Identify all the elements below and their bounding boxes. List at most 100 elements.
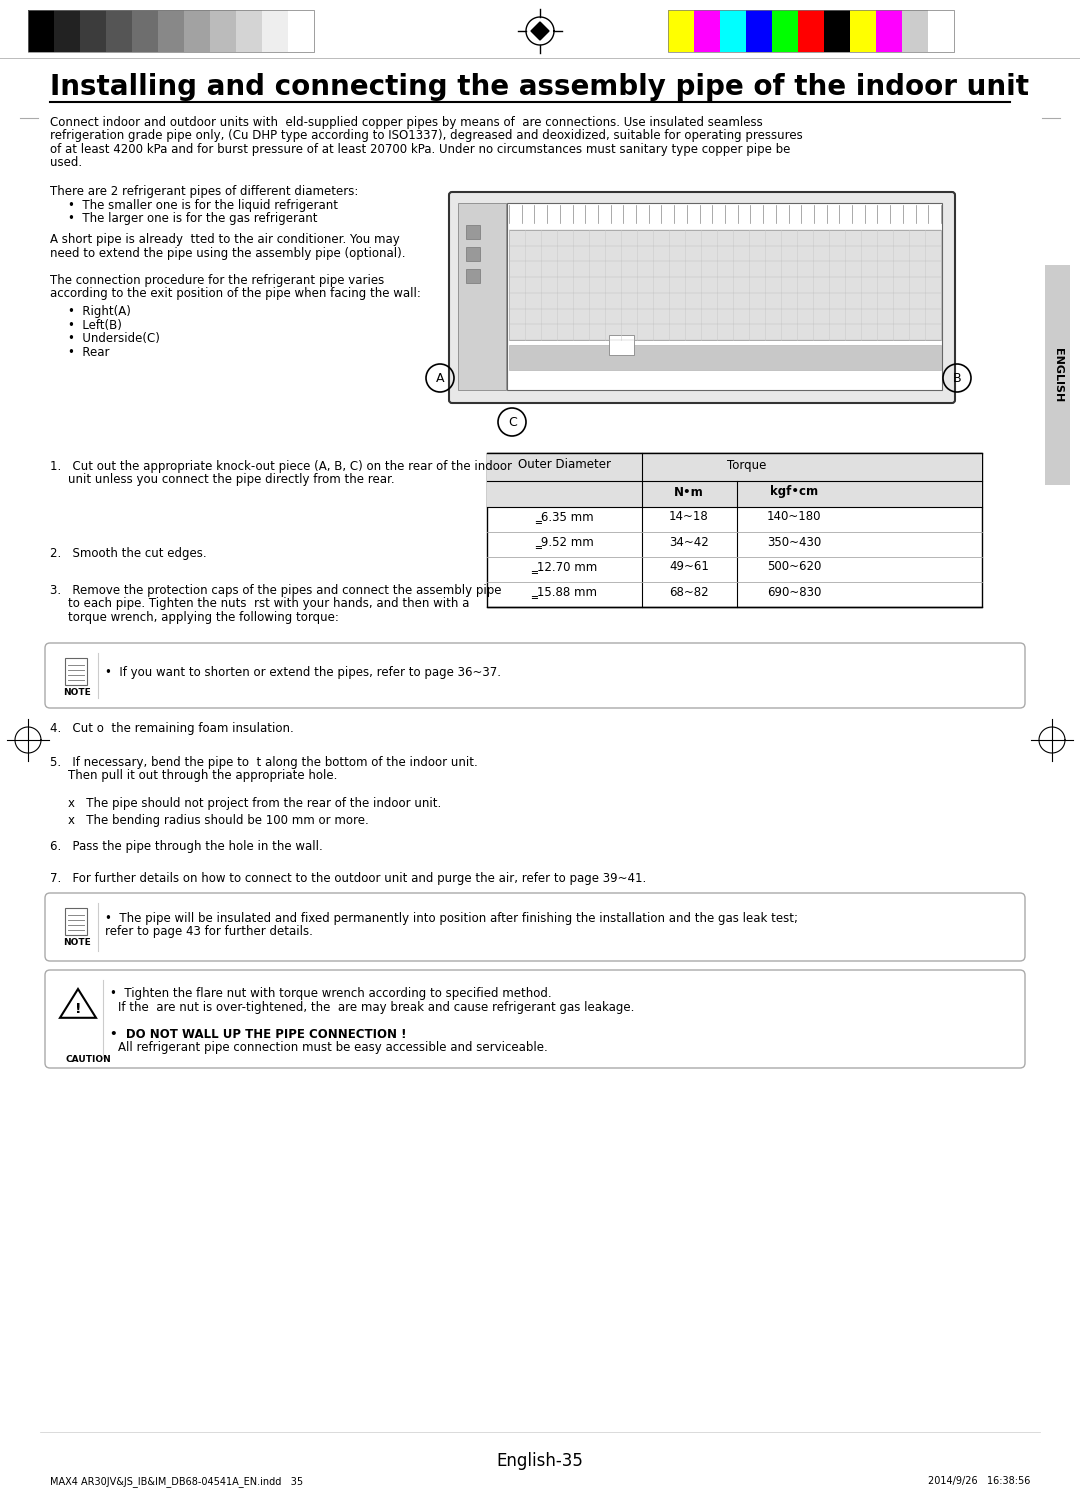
Text: 14~18: 14~18 [670, 510, 708, 523]
Bar [28, 10, 54, 52]
FancyBboxPatch shape [45, 971, 1025, 1068]
Text: 350~430: 350~430 [767, 535, 821, 549]
Text: 3.   Remove the protection caps of the pipes and connect the assembly pipe: 3. Remove the protection caps of the pip… [50, 584, 501, 596]
Bar [80, 10, 106, 52]
Text: B: B [953, 371, 961, 385]
Text: CAUTION: CAUTION [65, 1056, 111, 1065]
Text: need to extend the pipe using the assembly pipe (optional).: need to extend the pipe using the assemb… [50, 246, 405, 259]
Text: •  Right(A): • Right(A) [68, 306, 131, 318]
Text: •  DO NOT WALL UP THE PIPE CONNECTION !: • DO NOT WALL UP THE PIPE CONNECTION ! [110, 1027, 406, 1041]
Text: 2014/9/26   16:38:56: 2014/9/26 16:38:56 [928, 1476, 1030, 1487]
Text: Installing and connecting the assembly pipe of the indoor unit: Installing and connecting the assembly p… [50, 73, 1029, 101]
Bar [609, 335, 634, 355]
FancyBboxPatch shape [45, 893, 1025, 962]
Text: !: ! [75, 1002, 81, 1015]
Text: •  Underside(C): • Underside(C) [68, 332, 160, 344]
Text: 140~180: 140~180 [767, 510, 821, 523]
Text: There are 2 refrigerant pipes of different diameters:: There are 2 refrigerant pipes of differe… [50, 185, 359, 198]
Bar [720, 10, 746, 52]
Text: x   The bending radius should be 100 mm or more.: x The bending radius should be 100 mm or… [68, 814, 368, 828]
Text: kgf•cm: kgf•cm [770, 486, 818, 498]
Bar [465, 248, 480, 261]
Text: to each pipe. Tighten the nuts  rst with your hands, and then with a: to each pipe. Tighten the nuts rst with … [68, 598, 470, 610]
Text: according to the exit position of the pipe when facing the wall:: according to the exit position of the pi… [50, 288, 421, 301]
Text: N•m: N•m [674, 486, 704, 498]
Bar [876, 10, 902, 52]
Text: 2.   Smooth the cut edges.: 2. Smooth the cut edges. [50, 547, 206, 561]
Bar [210, 10, 237, 52]
Bar [669, 10, 694, 52]
Bar [669, 10, 954, 52]
Bar [824, 10, 850, 52]
Bar [487, 453, 982, 482]
Text: 6.   Pass the pipe through the hole in the wall.: 6. Pass the pipe through the hole in the… [50, 839, 323, 853]
Bar [1045, 265, 1070, 485]
Text: 4.   Cut o  the remaining foam insulation.: 4. Cut o the remaining foam insulation. [50, 722, 294, 735]
Text: •  Tighten the flare nut with torque wrench according to specified method.: • Tighten the flare nut with torque wren… [110, 987, 552, 1000]
Bar [746, 10, 772, 52]
Bar [487, 482, 982, 507]
Bar [902, 10, 928, 52]
Text: ‗9.52 mm: ‗9.52 mm [535, 535, 593, 549]
Text: ‗6.35 mm: ‗6.35 mm [535, 510, 593, 523]
Text: 5.   If necessary, bend the pipe to  t along the bottom of the indoor unit.: 5. If necessary, bend the pipe to t alon… [50, 756, 477, 769]
Bar [509, 230, 941, 340]
Text: refer to page 43 for further details.: refer to page 43 for further details. [105, 926, 313, 938]
Text: 690~830: 690~830 [767, 586, 821, 598]
Text: x   The pipe should not project from the rear of the indoor unit.: x The pipe should not project from the r… [68, 796, 442, 810]
Text: •  If you want to shorten or extend the pipes, refer to page 36~37.: • If you want to shorten or extend the p… [105, 666, 501, 678]
Text: 7.   For further details on how to connect to the outdoor unit and purge the air: 7. For further details on how to connect… [50, 872, 646, 886]
FancyBboxPatch shape [449, 192, 955, 403]
Text: 49~61: 49~61 [670, 561, 708, 574]
Text: NOTE: NOTE [63, 687, 91, 696]
Text: NOTE: NOTE [63, 938, 91, 947]
Polygon shape [531, 22, 549, 40]
Bar [772, 10, 798, 52]
Text: •  The smaller one is for the liquid refrigerant: • The smaller one is for the liquid refr… [68, 198, 338, 212]
Bar [928, 10, 954, 52]
Bar [850, 10, 876, 52]
Text: The connection procedure for the refrigerant pipe varies: The connection procedure for the refrige… [50, 274, 384, 286]
Text: MAX4 AR30JV&JS_IB&IM_DB68-04541A_EN.indd   35: MAX4 AR30JV&JS_IB&IM_DB68-04541A_EN.indd… [50, 1476, 303, 1487]
Bar [694, 10, 720, 52]
Text: of at least 4200 kPa and for burst pressure of at least 20700 kPa. Under no circ: of at least 4200 kPa and for burst press… [50, 143, 791, 157]
Text: ENGLISH: ENGLISH [1053, 347, 1063, 403]
Bar [465, 225, 480, 239]
Bar [106, 10, 132, 52]
Text: used.: used. [50, 157, 82, 170]
Text: unit unless you connect the pipe directly from the rear.: unit unless you connect the pipe directl… [68, 474, 394, 486]
Bar [798, 10, 824, 52]
Text: •  The larger one is for the gas refrigerant: • The larger one is for the gas refriger… [68, 212, 318, 225]
Text: C: C [508, 416, 516, 429]
Text: English-35: English-35 [497, 1452, 583, 1470]
Bar [54, 10, 80, 52]
Text: Then pull it out through the appropriate hole.: Then pull it out through the appropriate… [68, 769, 337, 783]
Bar [237, 10, 262, 52]
Text: 1.   Cut out the appropriate knock-out piece (A, B, C) on the rear of the indoor: 1. Cut out the appropriate knock-out pie… [50, 461, 512, 473]
Text: 68~82: 68~82 [670, 586, 708, 598]
Text: ‗12.70 mm: ‗12.70 mm [531, 561, 597, 574]
Text: Torque: Torque [727, 459, 767, 471]
Bar [184, 10, 210, 52]
Bar [158, 10, 184, 52]
Text: If the  are nut is over-tightened, the  are may break and cause refrigerant gas : If the are nut is over-tightened, the ar… [118, 1000, 634, 1014]
Bar [132, 10, 158, 52]
Text: •  Rear: • Rear [68, 346, 109, 358]
Text: •  The pipe will be insulated and fixed permanently into position after finishin: • The pipe will be insulated and fixed p… [105, 912, 798, 924]
FancyBboxPatch shape [45, 643, 1025, 708]
Bar [262, 10, 288, 52]
Text: 500~620: 500~620 [767, 561, 821, 574]
Text: Connect indoor and outdoor units with  eld-supplied copper pipes by means of  ar: Connect indoor and outdoor units with el… [50, 116, 762, 130]
Bar [65, 908, 87, 935]
Text: 34~42: 34~42 [670, 535, 708, 549]
Bar [288, 10, 314, 52]
Text: refrigeration grade pipe only, (Cu DHP type according to ISO1337), degreased and: refrigeration grade pipe only, (Cu DHP t… [50, 130, 802, 143]
Bar [65, 658, 87, 684]
Bar [28, 10, 314, 52]
Bar [487, 453, 982, 607]
Text: Outer Diameter: Outer Diameter [517, 459, 610, 471]
Text: A short pipe is already  tted to the air conditioner. You may: A short pipe is already tted to the air … [50, 233, 400, 246]
Bar [509, 344, 941, 370]
Text: All refrigerant pipe connection must be easy accessible and serviceable.: All refrigerant pipe connection must be … [118, 1041, 548, 1054]
Text: ‗15.88 mm: ‗15.88 mm [531, 586, 597, 598]
